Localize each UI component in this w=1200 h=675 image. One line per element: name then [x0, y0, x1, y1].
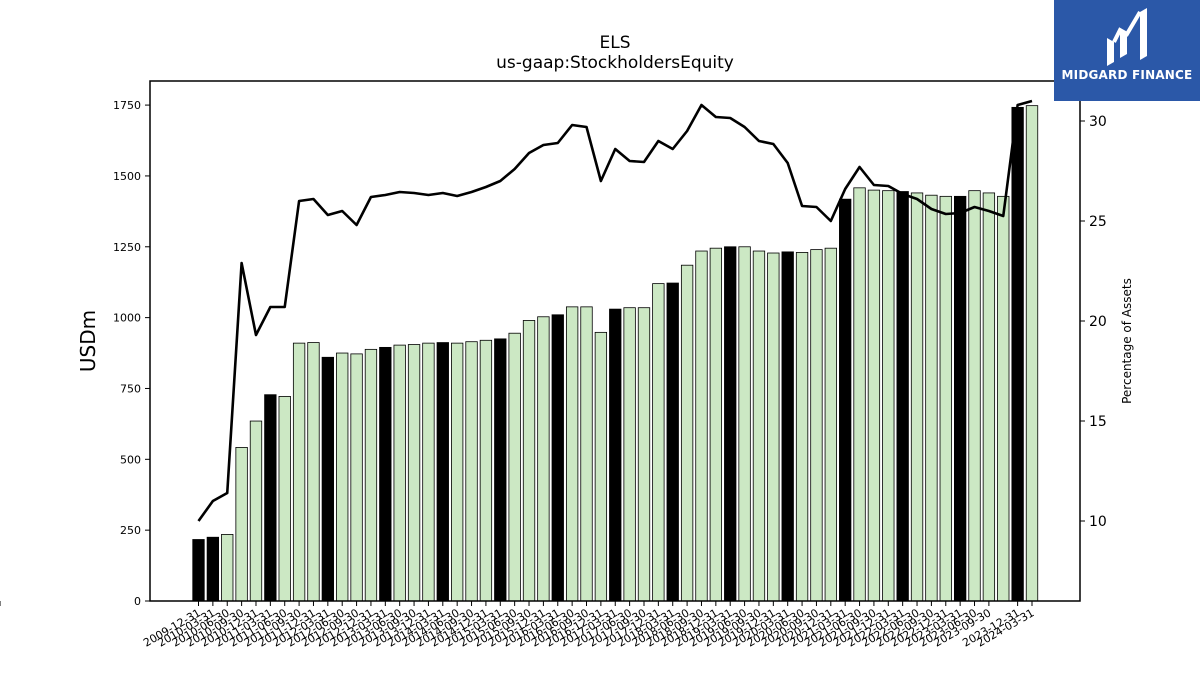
bar	[968, 190, 981, 602]
line-series	[197, 99, 1033, 522]
bar	[767, 252, 780, 602]
bar	[508, 332, 521, 602]
bar	[724, 246, 737, 602]
bar	[551, 314, 564, 602]
bar	[810, 249, 823, 602]
left-tick-label: 1000	[113, 312, 141, 325]
bar	[609, 308, 622, 602]
bar	[580, 306, 593, 602]
bar	[1025, 105, 1039, 602]
bar	[465, 341, 478, 602]
bar	[781, 251, 794, 602]
midgard-finance-logo: MIDGARD FINANCE	[1054, 0, 1200, 101]
bar	[350, 353, 363, 602]
left-tick-label: 0	[134, 595, 141, 608]
bar	[954, 195, 967, 602]
left-tick-label: 1500	[113, 170, 141, 183]
bar	[221, 534, 234, 602]
bar	[407, 344, 421, 602]
left-tick-label: 500	[120, 453, 141, 466]
bar	[738, 246, 751, 602]
bar	[451, 342, 464, 602]
left-tick-label: 750	[120, 382, 141, 395]
bar	[867, 189, 881, 602]
bar	[695, 250, 708, 602]
bar	[997, 195, 1010, 602]
bar	[752, 250, 766, 602]
bar	[882, 190, 895, 602]
bar	[910, 192, 924, 602]
bar	[235, 447, 248, 602]
bar	[278, 395, 291, 602]
bar	[321, 356, 334, 602]
bar	[336, 352, 349, 602]
bar	[393, 344, 406, 602]
bar	[249, 420, 263, 602]
bar	[709, 247, 722, 602]
bar	[839, 198, 852, 602]
bar	[795, 252, 809, 602]
bar	[896, 191, 909, 602]
bar	[379, 346, 392, 602]
logo-text: MIDGARD FINANCE	[1061, 68, 1193, 82]
bar	[537, 316, 550, 602]
bar	[264, 394, 277, 602]
chart-subtitle: us-gaap:StockholdersEquity	[496, 53, 734, 73]
right-tick-label: 10	[1089, 514, 1107, 530]
bar	[982, 192, 996, 602]
bar	[494, 338, 507, 602]
bar	[666, 282, 679, 602]
chart-title: ELS	[599, 33, 630, 53]
left-axis: 0 250 500 750 1000 1250 1500 1750	[113, 99, 150, 608]
right-tick-label: 30	[1089, 114, 1107, 130]
midgard-m-icon	[1107, 8, 1147, 66]
bar	[206, 536, 220, 602]
bar	[824, 247, 837, 602]
bar	[422, 342, 435, 602]
bar	[637, 307, 651, 602]
bar	[479, 339, 493, 602]
bar	[853, 187, 866, 602]
bar	[680, 264, 694, 602]
bar	[565, 306, 579, 602]
bar	[307, 342, 320, 602]
bar	[594, 331, 608, 602]
percentage-line	[197, 99, 1033, 522]
bar	[192, 539, 205, 602]
x-axis: 2009-12-312010-03-312010-06-302010-09-30…	[0, 601, 1037, 650]
right-tick-label: 25	[1089, 214, 1107, 230]
bar-series	[192, 105, 1039, 602]
bar	[623, 307, 636, 602]
bar	[436, 342, 449, 602]
bar	[1011, 106, 1024, 602]
left-tick-label: 1750	[113, 99, 141, 112]
bar	[364, 348, 378, 602]
left-axis-label: USDm	[76, 310, 100, 372]
left-tick-label: 250	[120, 524, 141, 537]
right-tick-label: 20	[1089, 314, 1107, 330]
left-tick-label: 1250	[113, 241, 141, 254]
bar	[939, 195, 952, 602]
right-axis: 10 15 20 25 30	[1080, 114, 1107, 530]
bar	[522, 320, 536, 602]
bar	[292, 342, 306, 602]
right-tick-label: 15	[1089, 414, 1107, 430]
bar	[925, 194, 938, 602]
right-axis-label: Percentage of Assets	[1120, 278, 1134, 404]
bar	[652, 283, 665, 602]
